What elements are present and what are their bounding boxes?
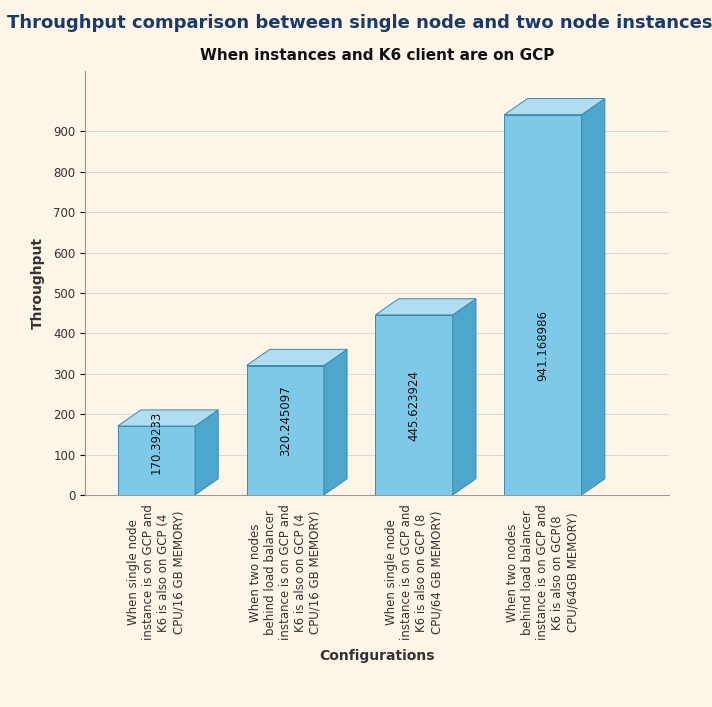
- Text: 445.623924: 445.623924: [407, 370, 421, 441]
- X-axis label: Configurations: Configurations: [320, 649, 435, 663]
- Y-axis label: Throughput: Throughput: [31, 237, 45, 329]
- Text: Throughput comparison between single node and two node instances: Throughput comparison between single nod…: [7, 14, 712, 32]
- Polygon shape: [453, 299, 476, 495]
- Text: 170.39233: 170.39233: [150, 411, 163, 474]
- Polygon shape: [375, 299, 476, 315]
- Polygon shape: [582, 98, 604, 495]
- Text: 941.168986: 941.168986: [536, 310, 550, 381]
- Polygon shape: [504, 98, 604, 115]
- Polygon shape: [375, 315, 453, 495]
- Polygon shape: [504, 115, 582, 495]
- Text: 320.245097: 320.245097: [278, 385, 292, 456]
- Polygon shape: [195, 410, 218, 495]
- Polygon shape: [246, 349, 347, 366]
- Title: When instances and K6 client are on GCP: When instances and K6 client are on GCP: [200, 47, 555, 63]
- Polygon shape: [117, 410, 218, 426]
- Polygon shape: [324, 349, 347, 495]
- Polygon shape: [117, 426, 195, 495]
- Polygon shape: [246, 366, 324, 495]
